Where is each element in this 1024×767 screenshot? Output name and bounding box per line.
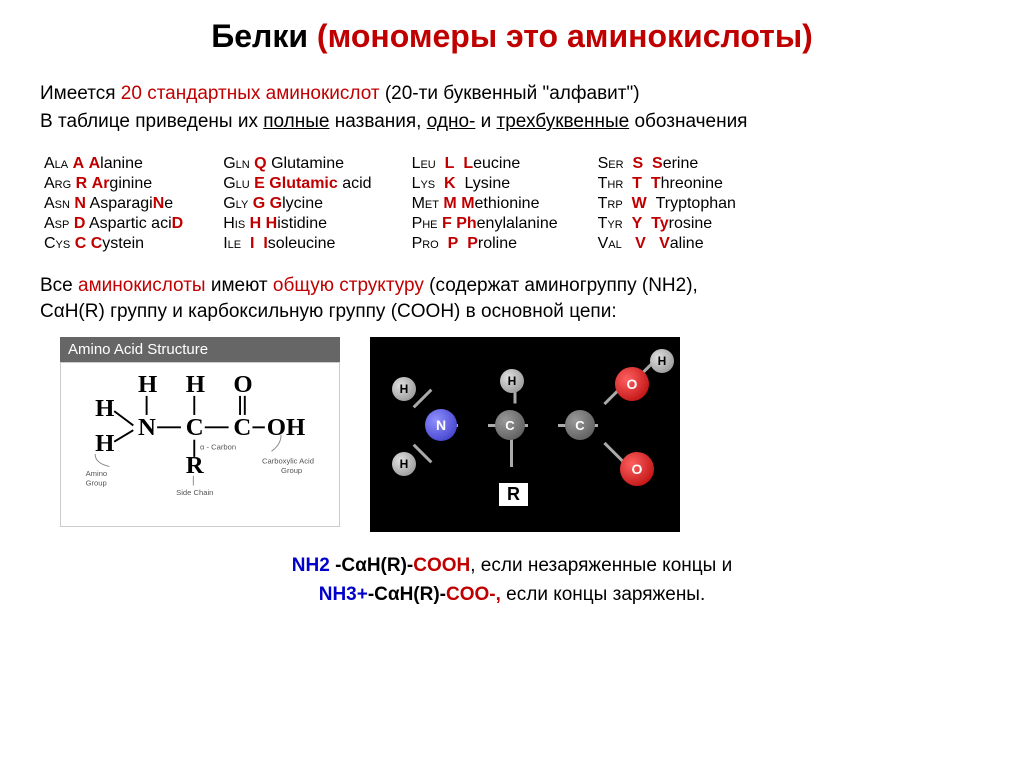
intro-line-2: В таблице приведены их полные названия, …	[40, 111, 984, 133]
lewis-header: Amino Acid Structure	[60, 337, 340, 362]
atom-h: H	[650, 349, 674, 373]
aa-row: Glu E Glutamic acid	[223, 175, 371, 193]
svg-text:H: H	[186, 373, 205, 398]
aa-row: Ile I Isoleucine	[223, 235, 371, 253]
atom-o: O	[615, 367, 649, 401]
title-part3: аминокислоты	[567, 18, 802, 54]
svg-text:C: C	[233, 414, 251, 441]
svg-text:Carboxylic Acid: Carboxylic Acid	[262, 457, 314, 466]
aa-row: Val V Valine	[598, 235, 736, 253]
aa-column-1: Ala A Alanine Arg R Arginine Asn N Asparag…	[44, 155, 183, 253]
intro-line-1: Имеется 20 стандартных аминокислот (20-т…	[40, 83, 984, 105]
diagram-row: Amino Acid Structure H H H O N C C OH R …	[40, 337, 984, 532]
atom-n: N	[425, 409, 457, 441]
formula-charged: NH3+-CαH(R)-COO-, если концы заряжены.	[40, 581, 984, 610]
aa-row: Thr T Threonine	[598, 175, 736, 193]
svg-text:H: H	[95, 430, 114, 457]
aa-row: Trp W Tryptophan	[598, 195, 736, 213]
aa-row: Gly G Glycine	[223, 195, 371, 213]
atom-h: H	[392, 377, 416, 401]
lewis-svg: H H H O N C C OH R H	[71, 373, 329, 516]
svg-text:Amino: Amino	[86, 469, 108, 478]
aa-row: Tyr Y Tyrosine	[598, 215, 736, 233]
svg-text:OH: OH	[267, 414, 306, 441]
svg-text:C: C	[186, 414, 204, 441]
aa-row: Lys K Lysine	[412, 175, 558, 193]
atom-c: C	[565, 410, 595, 440]
title-part2: (мономеры это	[308, 18, 567, 54]
bond	[510, 437, 513, 467]
ball-stick-diagram: H H N H C C O O H R	[370, 337, 680, 532]
structure-line-2: CαH(R) группу и карбоксильную группу (CO…	[40, 301, 984, 323]
atom-h: H	[392, 452, 416, 476]
title-part4: )	[802, 18, 813, 54]
aa-row: Met M Methionine	[412, 195, 558, 213]
lewis-body: H H H O N C C OH R H	[60, 362, 340, 527]
formula-neutral: NH2 -CαH(R)-COOH, если незаряженные конц…	[40, 552, 984, 581]
aa-row: Gln Q Glutamine	[223, 155, 371, 173]
aa-row: Ser S Serine	[598, 155, 736, 173]
title-part1: Белки	[211, 18, 308, 54]
svg-text:N: N	[138, 414, 156, 441]
page-title: Белки (мономеры это аминокислоты)	[40, 18, 984, 55]
structure-line-1: Все аминокислоты имеют общую структуру (…	[40, 275, 984, 297]
aa-column-2: Gln Q Glutamine Glu E Glutamic acid Gly G …	[223, 155, 371, 253]
aa-row: Ala A Alanine	[44, 155, 183, 173]
aa-row: Leu L Leucine	[412, 155, 558, 173]
atom-o: O	[620, 452, 654, 486]
formula-summary: NH2 -CαH(R)-COOH, если незаряженные конц…	[40, 552, 984, 609]
svg-text:Group: Group	[281, 466, 302, 475]
svg-text:H: H	[138, 373, 157, 398]
aa-row: Phe F Phenylalanine	[412, 215, 558, 233]
atom-h: H	[500, 369, 524, 393]
svg-text:α - Carbon: α - Carbon	[200, 442, 236, 451]
aa-row: Pro P Proline	[412, 235, 558, 253]
aa-row: His H Histidine	[223, 215, 371, 233]
aa-row: Asn N AsparagiNe	[44, 195, 183, 213]
amino-acid-table: Ala A Alanine Arg R Arginine Asn N Asparag…	[40, 155, 984, 253]
aa-column-4: Ser S Serine Thr T Threonine Trp W Tryptop…	[598, 155, 736, 253]
lewis-structure-diagram: Amino Acid Structure H H H O N C C OH R …	[60, 337, 340, 527]
aa-row: Arg R Arginine	[44, 175, 183, 193]
svg-text:O: O	[233, 373, 252, 398]
aa-row: Asp D Aspartic aciD	[44, 215, 183, 233]
r-group-label: R	[498, 482, 529, 507]
atom-c: C	[495, 410, 525, 440]
aa-column-3: Leu L Leucine Lys K Lysine Met M Methionin…	[412, 155, 558, 253]
svg-text:Group: Group	[86, 478, 107, 487]
aa-row: Cys C Cystein	[44, 235, 183, 253]
svg-text:Side Chain: Side Chain	[176, 488, 213, 497]
svg-text:H: H	[95, 395, 114, 422]
